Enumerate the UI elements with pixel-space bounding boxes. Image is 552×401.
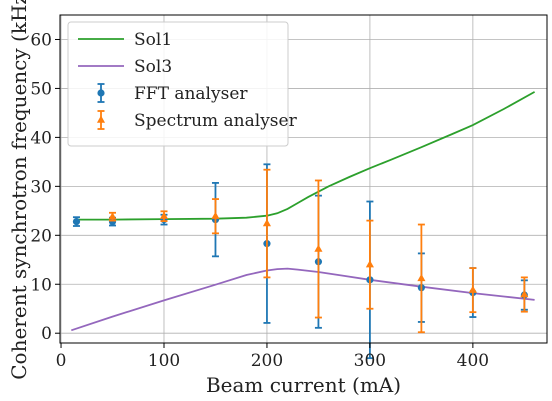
y-tick-label: 0: [41, 324, 52, 344]
y-tick-label: 40: [30, 128, 52, 148]
spectrum-analyser-errorbar: [417, 223, 426, 334]
legend-item-sol3: Sol3: [78, 57, 172, 77]
spectrum-analyser-errorbar: [314, 179, 323, 319]
spectrum-analyser-point: [417, 273, 426, 282]
sol1-line: [76, 91, 536, 221]
legend-box: [67, 21, 289, 147]
y-tick-label: 30: [30, 177, 52, 197]
spectrum-analyser-point: [159, 211, 169, 219]
spectrum-analyser-point: [468, 285, 477, 293]
axis-ticks: 0 100 200 300 400 0 10 20 30 40 50 60: [30, 30, 489, 371]
legend-label: Sol1: [134, 30, 172, 50]
legend-label: Spectrum analyser: [134, 111, 298, 131]
spectrum-analyser-point: [365, 260, 374, 268]
spectrum-analyser-point: [314, 244, 323, 252]
spectrum-analyser-point: [211, 211, 220, 219]
spectrum-analyser-series: [108, 168, 529, 334]
fft-analyser-point: [72, 217, 81, 226]
spectrum-analyser-errorbar: [468, 267, 477, 314]
spectrum-analyser-errorbar: [520, 276, 529, 313]
y-tick-label: 60: [30, 30, 52, 50]
legend-label: Sol3: [134, 57, 172, 77]
spectrum-analyser-point: [262, 219, 271, 227]
x-tick-label: 300: [354, 351, 386, 371]
spectrum-analyser-errorbar: [159, 210, 169, 223]
y-tick-label: 10: [30, 275, 52, 295]
x-tick-label: 100: [148, 351, 180, 371]
x-tick-label: 0: [56, 351, 67, 371]
sol1-series: [76, 91, 536, 221]
fft-analyser-series: [72, 163, 528, 360]
y-tick-label: 20: [30, 226, 52, 246]
x-axis-title: Beam current (mA): [206, 373, 401, 397]
plot-frame: [59, 14, 548, 344]
legend-item-spectrum-analyser: Spectrum analyser: [96, 110, 298, 131]
spectrum-analyser-errorbar: [262, 168, 271, 279]
y-tick-label: 50: [30, 79, 52, 99]
x-tick-label: 200: [251, 351, 283, 371]
x-tick-label: 400: [457, 351, 489, 371]
fft-analyser-errorbar: [72, 216, 81, 227]
sol3-series: [71, 267, 535, 332]
legend: Sol1 Sol3 FFT analyser Spectrum analyser: [67, 21, 298, 147]
legend-marker: [96, 115, 106, 123]
spectrum-analyser-errorbar: [365, 219, 374, 310]
legend-item-fft-analyser: FFT analyser: [97, 83, 248, 104]
spectrum-analyser-errorbar: [108, 211, 117, 222]
legend-item-sol1: Sol1: [78, 30, 172, 50]
spectrum-analyser-errorbar: [211, 198, 220, 235]
y-axis-title: Coherent synchrotron frequency (kHz): [7, 0, 31, 380]
series-layer: [71, 91, 536, 360]
spectrum-analyser-point: [108, 212, 117, 220]
spectrum-analyser-point: [520, 290, 529, 298]
legend-label: FFT analyser: [134, 84, 248, 104]
sol3-line: [71, 267, 535, 332]
legend-marker: [97, 89, 105, 97]
